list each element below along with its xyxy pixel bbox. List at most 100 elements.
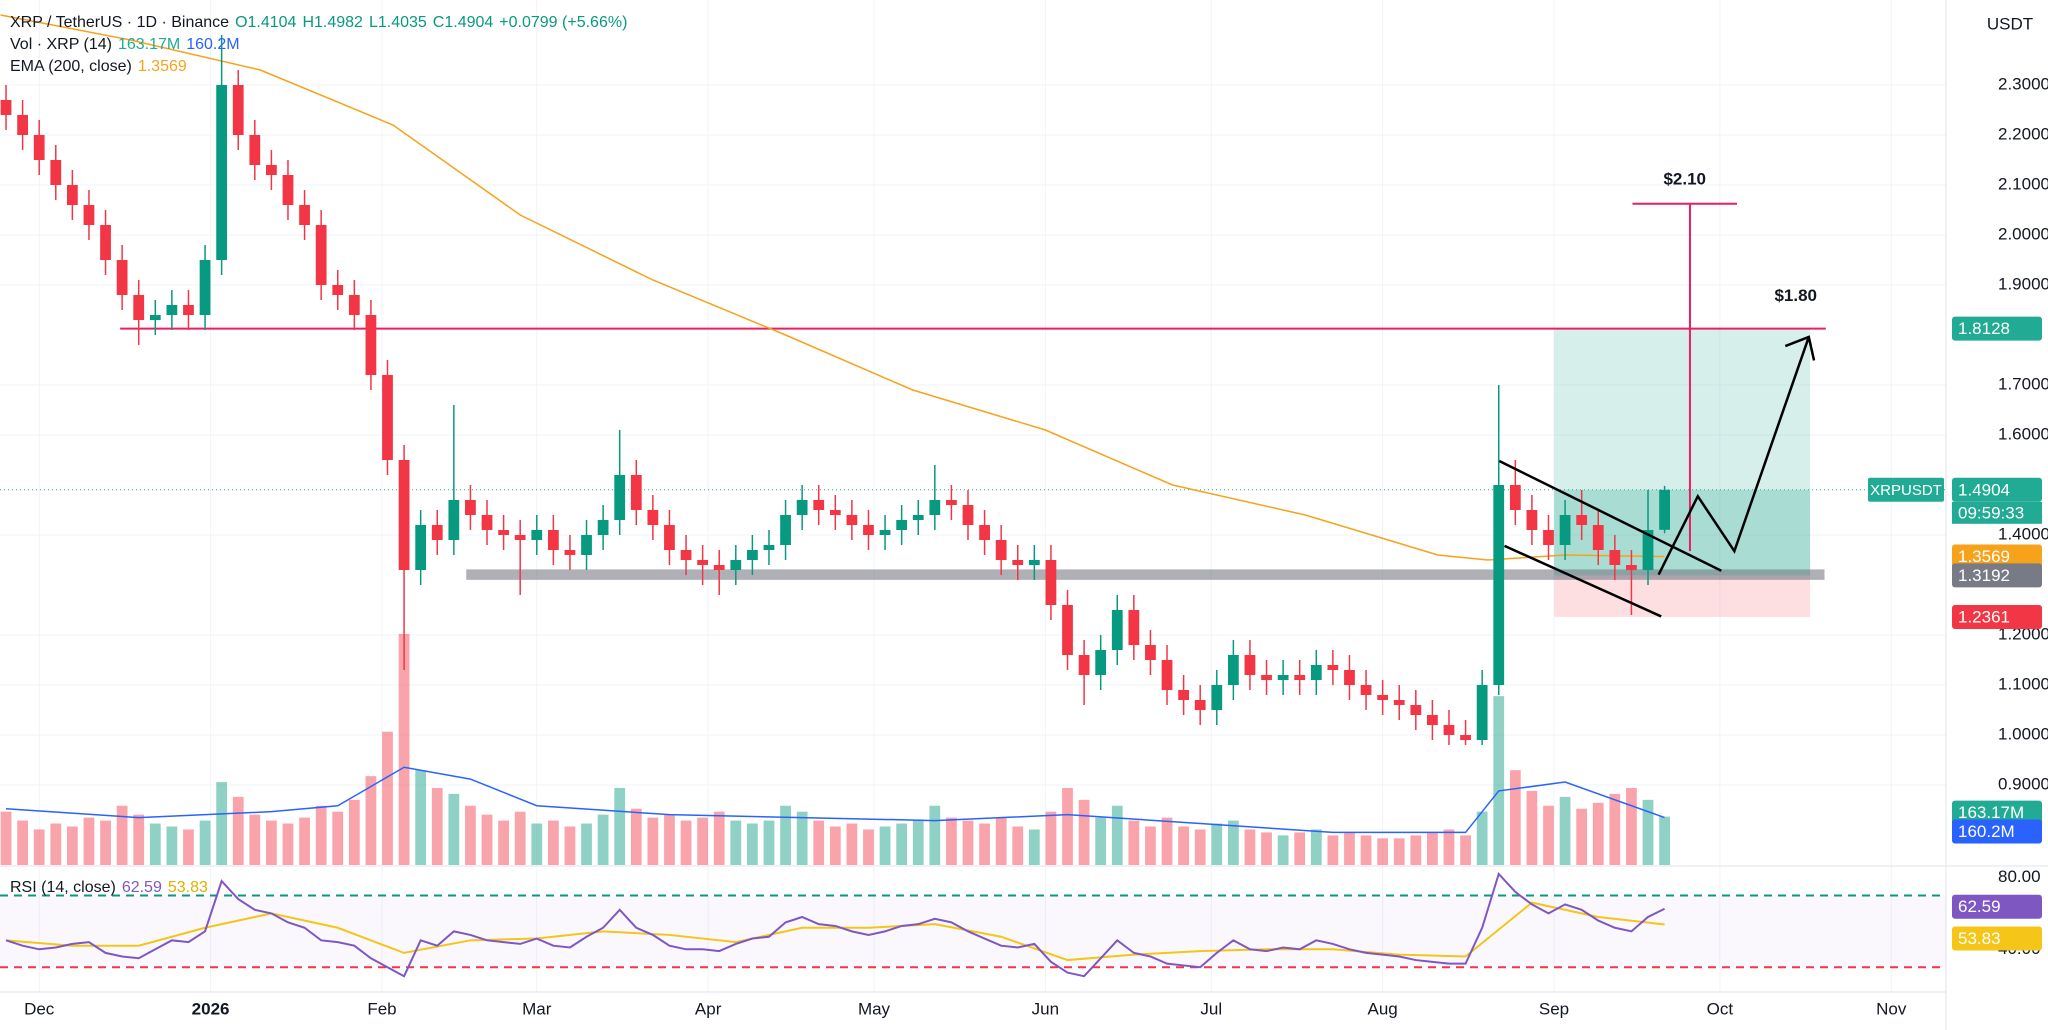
ema-title: EMA (200, close) (10, 58, 132, 75)
candle-body (979, 525, 990, 540)
support-zone (466, 569, 1825, 580)
candle-body (1410, 705, 1422, 715)
volume-bar (498, 820, 509, 865)
candle-body (597, 520, 609, 535)
volume-bar (746, 823, 758, 865)
legend-ema: EMA (200, close) 1.3569 (10, 56, 193, 78)
volume-bar (680, 820, 692, 865)
candle-body (365, 315, 377, 375)
volume-bar (282, 823, 294, 865)
annotation: $2.10 (1663, 170, 1706, 189)
x-tick-label: 2026 (192, 999, 230, 1018)
volume-bar (979, 823, 990, 865)
volume-label: 163.17M (1958, 803, 2024, 822)
ohlc-item: C1.4904 (432, 14, 494, 31)
candle-body (1062, 605, 1073, 655)
volume-value: 163.17M (117, 36, 181, 53)
candle-body (481, 515, 493, 530)
countdown: 09:59:33 (1958, 503, 2024, 522)
candle-body (879, 530, 891, 535)
volume-bar (1045, 811, 1057, 865)
volume-bar (614, 787, 626, 865)
volume-bar (1012, 826, 1024, 865)
y-tick-label: 2.0000 (1998, 224, 2048, 243)
x-tick-label: Feb (367, 999, 396, 1018)
y-tick-label: 1.0000 (1998, 724, 2048, 743)
candle-body (232, 85, 244, 135)
volume-bar (879, 826, 891, 865)
candle-body (1609, 550, 1621, 565)
candle-body (829, 510, 841, 515)
level-label-box (1952, 604, 2042, 629)
x-tick-label: Apr (695, 999, 722, 1018)
candle-body (1443, 725, 1455, 735)
volume-bar (697, 817, 709, 865)
candle-body (465, 500, 476, 515)
volume-bar (929, 805, 941, 865)
volume-bar (829, 826, 841, 865)
x-tick-label: Sep (1539, 999, 1569, 1018)
candle-body (1045, 560, 1057, 605)
rsi-ma-line (5, 901, 1665, 962)
ohlc-item: H1.4982 (302, 14, 363, 31)
candle-body (1095, 650, 1107, 675)
rsi-tick-label: 80.00 (1998, 867, 2041, 886)
candle-body (431, 525, 443, 540)
volume-bar (1476, 811, 1488, 865)
volume-bar (1128, 820, 1140, 865)
volume-bar (365, 776, 377, 865)
candle-body (746, 550, 758, 560)
volume-bar (0, 811, 12, 865)
candle-body (1178, 690, 1190, 700)
volume-bar (1493, 696, 1505, 865)
candle-body (1294, 675, 1306, 680)
candle-body (1028, 560, 1040, 565)
volume-ma-line (5, 766, 1665, 834)
y-tick-label: 2.3000 (1998, 74, 2048, 93)
volume-bar (266, 820, 277, 865)
volume-bar (332, 811, 344, 865)
volume-bar (763, 820, 775, 865)
symbol-tag: XRPUSDT (1870, 482, 1942, 499)
candle-body (1327, 665, 1339, 670)
y-tick-label: 0.9000 (1998, 774, 2048, 793)
candle-body (1559, 515, 1571, 545)
candle-body (183, 305, 194, 315)
candle-body (564, 550, 576, 555)
volume-bar (1609, 793, 1621, 865)
volume-bar (1261, 832, 1272, 865)
x-tick-label: Nov (1876, 999, 1907, 1018)
volume-bar (1543, 805, 1554, 865)
candle-body (630, 475, 642, 510)
volume-bar (398, 633, 410, 865)
annotation: $1.80 (1774, 286, 1817, 305)
candle-body (1360, 685, 1372, 695)
candle-body (896, 520, 908, 530)
candle-body (382, 375, 393, 460)
ema-value: 1.3569 (137, 58, 187, 75)
level-label-box (1952, 544, 2042, 569)
candle-body (664, 525, 675, 550)
candle-body (1012, 560, 1024, 565)
x-tick-label: Oct (1707, 999, 1734, 1018)
candle-body (929, 500, 941, 515)
candle-body (415, 525, 427, 570)
stop-zone (1554, 575, 1811, 617)
volume-bar (664, 814, 675, 865)
level-label: 1.2361 (1958, 607, 2010, 626)
volume-bar (1277, 835, 1289, 865)
symbol-title: XRP / TetherUS · 1D · Binance (10, 14, 230, 31)
volume-bar (597, 814, 609, 865)
candle-body (713, 565, 725, 570)
candle-body (315, 225, 327, 285)
y-tick-label: 2.1000 (1998, 174, 2048, 193)
candle-body (149, 315, 161, 320)
y-tick-label: 1.1000 (1998, 674, 2048, 693)
volume-bar (33, 829, 45, 865)
volume-bar (1460, 835, 1471, 865)
profit-zone (1554, 489, 1811, 576)
volume-bar (1410, 835, 1422, 865)
y-tick-label: 1.7000 (1998, 374, 2048, 393)
volume-bar (1194, 829, 1206, 865)
volume-bar (1526, 790, 1538, 865)
